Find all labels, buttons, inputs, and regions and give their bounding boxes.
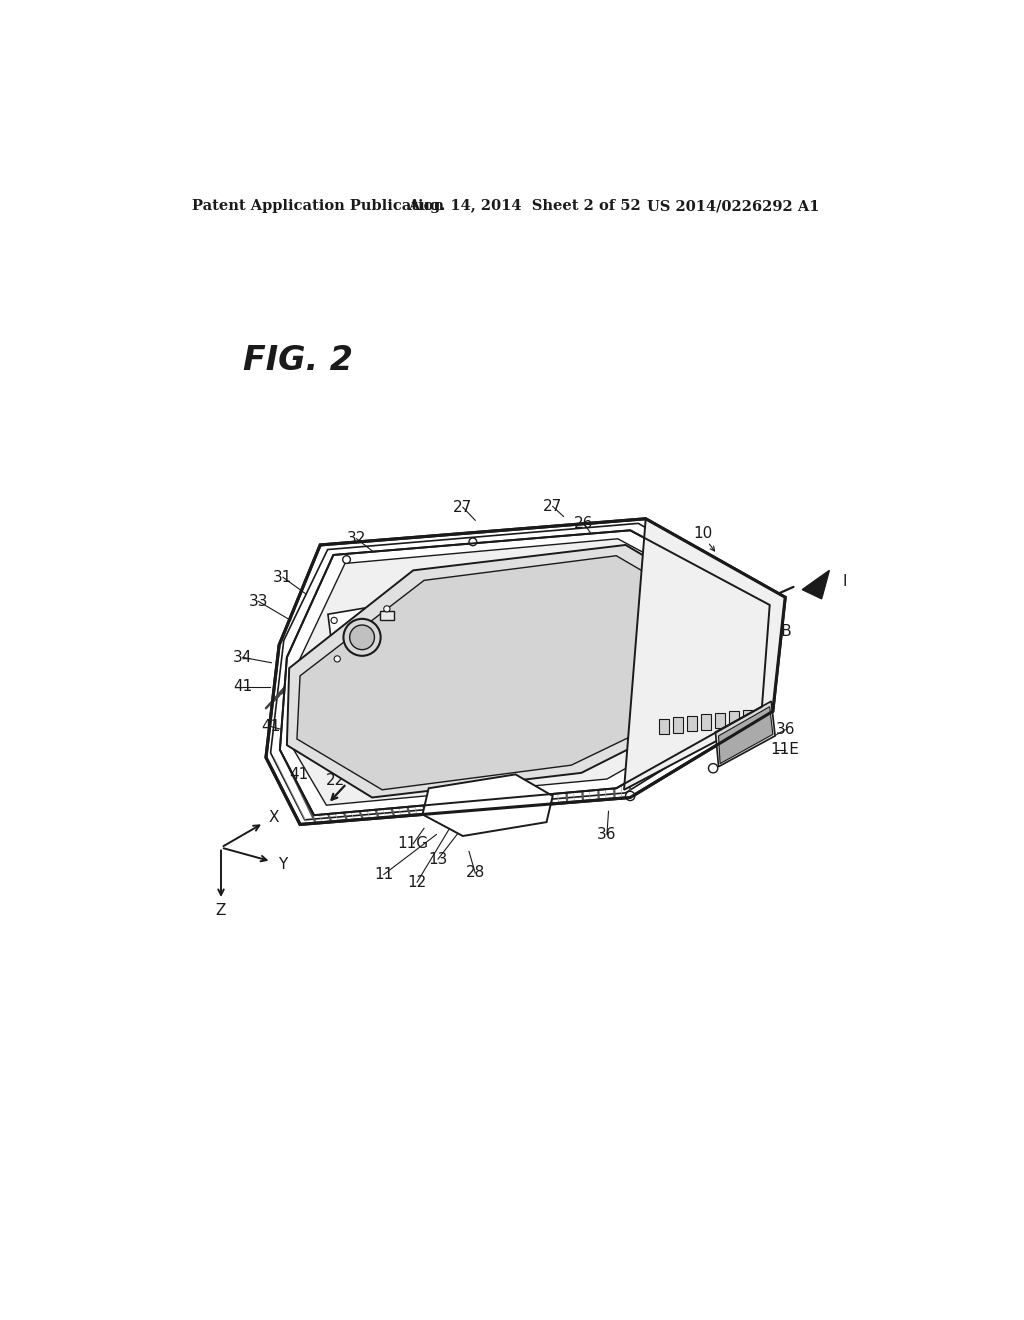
Text: 33: 33 <box>249 594 268 609</box>
Bar <box>742 710 753 725</box>
Text: 11G: 11G <box>397 836 429 851</box>
Text: Aug. 14, 2014  Sheet 2 of 52: Aug. 14, 2014 Sheet 2 of 52 <box>409 199 641 213</box>
Polygon shape <box>287 545 746 797</box>
Text: 10: 10 <box>693 525 713 541</box>
Text: US 2014/0226292 A1: US 2014/0226292 A1 <box>647 199 820 213</box>
Text: 31: 31 <box>273 570 293 585</box>
Polygon shape <box>297 556 732 789</box>
Circle shape <box>384 606 390 612</box>
Text: 32: 32 <box>347 531 367 546</box>
Text: 23: 23 <box>647 572 667 586</box>
Text: 22: 22 <box>326 774 345 788</box>
Text: 11B: 11B <box>763 623 793 639</box>
Text: 28: 28 <box>466 866 484 880</box>
Text: 41: 41 <box>233 678 252 694</box>
Text: 24: 24 <box>678 578 697 593</box>
Polygon shape <box>289 539 756 805</box>
Text: Y: Y <box>279 857 288 873</box>
Bar <box>673 718 683 733</box>
Text: 27: 27 <box>454 500 472 515</box>
Polygon shape <box>802 570 829 599</box>
Circle shape <box>343 619 381 656</box>
Polygon shape <box>328 603 397 664</box>
Text: 36: 36 <box>775 722 795 738</box>
Text: 28: 28 <box>727 659 746 675</box>
Text: Z: Z <box>216 903 226 919</box>
Text: FIG. 2: FIG. 2 <box>243 343 352 376</box>
Text: Patent Application Publication: Patent Application Publication <box>191 199 443 213</box>
Text: 27: 27 <box>543 499 562 513</box>
Bar <box>687 715 697 731</box>
Circle shape <box>331 618 337 623</box>
Bar <box>715 713 725 729</box>
Bar <box>700 714 711 730</box>
Circle shape <box>334 656 340 663</box>
Text: I: I <box>351 768 355 784</box>
Circle shape <box>349 626 375 649</box>
Bar <box>658 719 669 734</box>
Text: 36: 36 <box>597 826 616 842</box>
Bar <box>380 611 394 620</box>
Circle shape <box>709 763 718 774</box>
Text: 11E: 11E <box>771 742 800 758</box>
Polygon shape <box>280 531 770 816</box>
Text: 35: 35 <box>738 668 758 684</box>
Polygon shape <box>423 775 553 836</box>
Bar <box>729 711 738 726</box>
Text: 13: 13 <box>428 851 447 867</box>
Polygon shape <box>719 706 773 763</box>
Text: 26: 26 <box>574 516 593 531</box>
Text: 41: 41 <box>289 767 308 781</box>
Circle shape <box>626 792 635 800</box>
Text: 12: 12 <box>408 875 427 890</box>
Text: I: I <box>843 574 847 590</box>
Polygon shape <box>270 524 780 820</box>
Polygon shape <box>716 701 775 767</box>
Text: 41: 41 <box>262 719 281 734</box>
Text: 23A: 23A <box>600 546 630 562</box>
Polygon shape <box>624 519 785 789</box>
Circle shape <box>343 556 350 564</box>
Circle shape <box>469 539 477 545</box>
Text: 11: 11 <box>374 867 393 882</box>
Polygon shape <box>266 519 785 825</box>
Text: 34: 34 <box>233 649 252 665</box>
Text: X: X <box>268 810 279 825</box>
